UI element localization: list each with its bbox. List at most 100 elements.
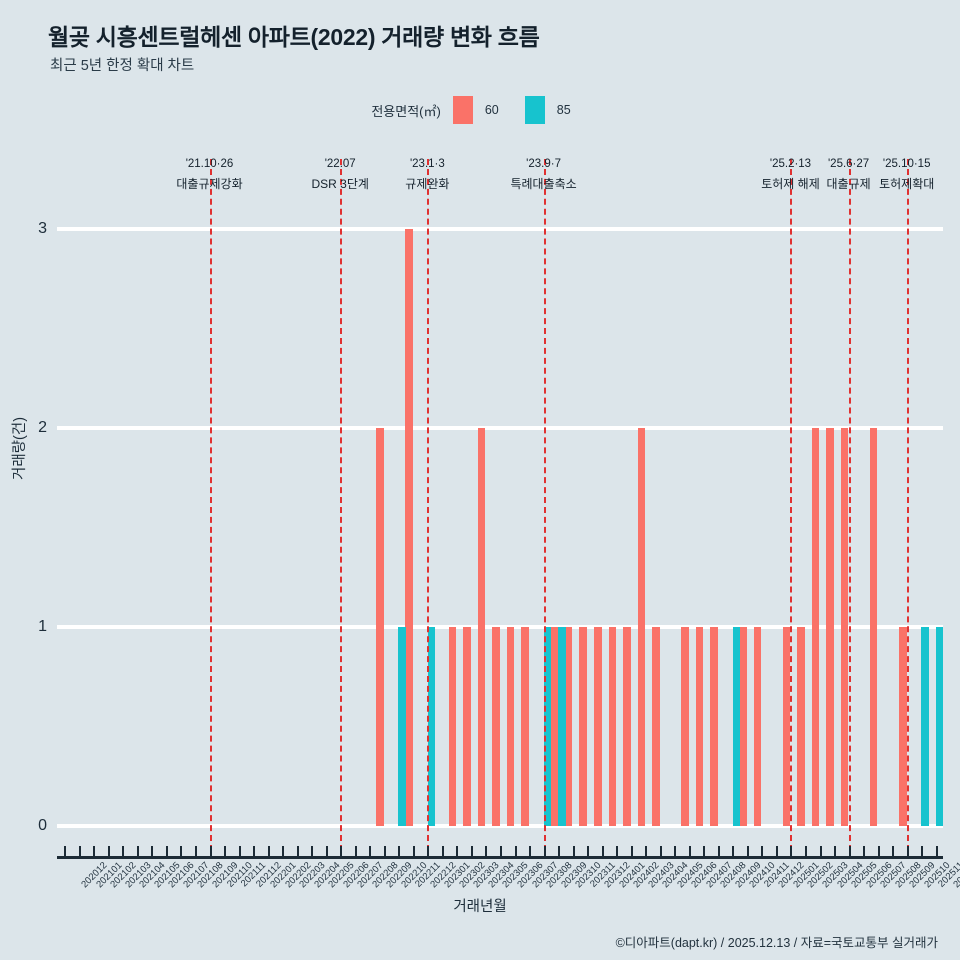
legend-title: 전용면적(㎡)	[371, 103, 441, 119]
bar-60-202411	[739, 626, 747, 826]
x-axis-tick	[761, 846, 764, 856]
chart-footer: ©디아파트(dapt.kr) / 2025.12.13 / 자료=국토교통부 실…	[615, 936, 938, 950]
bar-60-202502	[782, 626, 791, 826]
x-axis-tick	[485, 846, 488, 856]
legend-label-85: 85	[556, 103, 571, 117]
x-axis-tick	[107, 846, 110, 856]
x-axis-tick	[790, 846, 793, 856]
event-date: '22.07	[324, 158, 356, 170]
event-line-1	[340, 159, 343, 851]
y-axis-tick-label: 3	[38, 219, 47, 237]
x-axis-tick	[296, 846, 299, 856]
x-axis-tick	[151, 846, 154, 856]
legend-swatch-60	[452, 96, 473, 124]
x-axis-tick	[412, 846, 415, 856]
grid-line	[57, 824, 943, 828]
x-axis-tick	[500, 846, 502, 856]
bar-60-202412	[753, 626, 762, 826]
x-axis-tick	[892, 846, 895, 856]
bar-60-202401	[594, 626, 602, 826]
x-axis-tick	[819, 846, 822, 856]
x-axis-tick	[267, 846, 270, 856]
bar-60-202305	[477, 427, 486, 826]
event-annotation-6: '25.10·15 토허제확대	[879, 158, 934, 192]
x-axis-tick	[340, 846, 343, 856]
bar-60-202503	[797, 626, 805, 826]
event-annotation-0: '21.10·26 대출규제강화	[176, 158, 242, 192]
event-label: 토허제 해제	[761, 177, 820, 191]
x-axis-tick	[311, 846, 314, 856]
bar-60-202210	[376, 427, 384, 826]
x-axis-tick	[165, 846, 168, 856]
bar-60-202308	[521, 626, 529, 826]
x-axis-tick	[616, 846, 619, 856]
bar-60-202304	[463, 626, 471, 826]
bar-60-202404	[637, 427, 646, 826]
x-axis-tick	[78, 846, 81, 856]
plot-area: 0 1 2 3	[38, 159, 944, 851]
x-axis-tick	[354, 846, 357, 856]
event-date: '21.10·26	[185, 158, 234, 170]
event-date: '25.2·13	[769, 158, 812, 170]
x-axis-title: 거래년월	[453, 899, 507, 915]
bar-60-202409	[710, 626, 718, 826]
event-annotation-4: '25.2·13 토허제 해제	[761, 158, 820, 192]
x-axis-tick	[805, 846, 808, 856]
bar-60-202306	[492, 626, 500, 826]
event-line-3	[543, 159, 546, 851]
event-date: '25.10·15	[882, 158, 931, 170]
event-label: 대출규제	[826, 177, 871, 191]
x-axis-tick	[746, 846, 749, 856]
x-axis-tick	[558, 846, 561, 856]
event-label: 대출규제강화	[176, 177, 243, 191]
x-axis-tick	[906, 846, 909, 856]
x-axis-tick	[703, 846, 706, 856]
bar-85-202410	[732, 626, 741, 826]
bar-60-202303	[448, 626, 457, 826]
x-axis-tick	[136, 846, 139, 856]
x-axis-tick	[775, 846, 778, 856]
x-axis-tick	[64, 846, 67, 856]
x-axis-tick	[572, 846, 575, 856]
x-axis-tick	[848, 846, 851, 856]
x-axis-tick	[543, 846, 546, 856]
x-axis-tick	[630, 846, 633, 856]
x-axis-tick	[863, 846, 866, 856]
chart-legend: 전용면적(㎡) 60 85	[0, 96, 960, 124]
x-axis-tick	[935, 846, 938, 856]
bar-60-202506	[840, 427, 849, 826]
x-axis-tick	[456, 846, 459, 856]
x-axis-tick	[732, 846, 735, 856]
bar-60-202505	[826, 427, 834, 826]
x-axis-tick	[645, 846, 648, 856]
x-axis-tick	[224, 846, 227, 856]
event-label: 특례대출축소	[510, 177, 577, 191]
x-axis-tick	[180, 846, 183, 856]
y-axis-title: 거래량(건)	[12, 416, 28, 480]
event-label: 규제완화	[405, 177, 450, 191]
event-annotation-2: '23.1·3 규제완화	[405, 158, 449, 192]
x-axis-tick	[209, 846, 212, 856]
event-annotation-3: '23.9·7 특례대출축소	[510, 158, 576, 192]
event-annotation-5: '25.6·27 대출규제	[826, 158, 870, 192]
x-axis-tick	[238, 846, 241, 856]
x-axis-tick	[194, 846, 197, 856]
x-axis-tick	[514, 846, 517, 856]
x-axis-tick	[587, 846, 590, 856]
bar-85-202310	[558, 626, 566, 826]
bar-85-202511	[921, 626, 929, 826]
x-axis-tick	[325, 846, 328, 856]
page-title: 월곶 시흥센트럴헤센 아파트(2022) 거래량 변화 흐름	[48, 24, 540, 50]
x-axis-tick	[674, 846, 677, 856]
grid-line	[57, 425, 943, 430]
x-axis-tick	[470, 846, 473, 856]
bar-60-202312	[579, 626, 587, 826]
y-axis-tick-label: 1	[38, 617, 47, 635]
bar-85-202309	[543, 626, 552, 826]
x-axis-tick	[441, 846, 444, 856]
x-axis-tick	[921, 846, 924, 856]
x-axis-tick	[529, 846, 532, 856]
x-axis-tick	[383, 846, 386, 856]
bar-85-202512	[935, 626, 944, 826]
bar-60-202310	[550, 626, 558, 826]
